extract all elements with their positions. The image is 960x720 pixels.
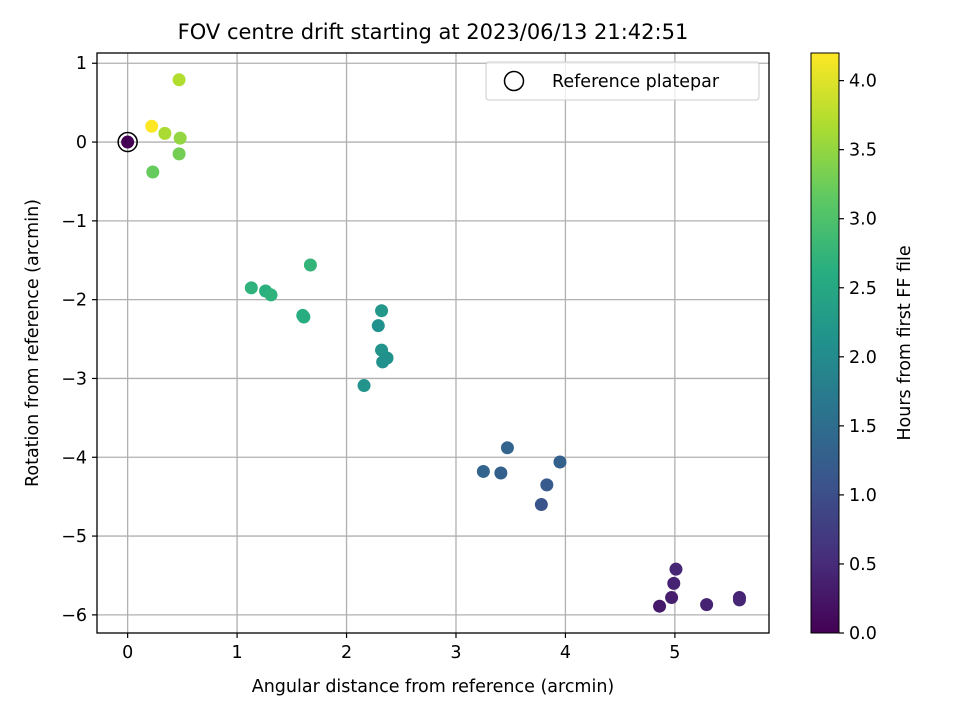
colorbar-label: Hours from first FF file [895, 245, 915, 440]
scatter-point [500, 441, 514, 455]
x-tick-label: 4 [560, 643, 571, 663]
scatter-point [732, 593, 746, 607]
x-axis-label: Angular distance from reference (arcmin) [252, 677, 615, 697]
y-tick-label: −3 [61, 369, 87, 389]
chart-title: FOV centre drift starting at 2023/06/13 … [178, 20, 689, 44]
colorbar-tick-label: 3.0 [849, 210, 877, 230]
plot-frame [96, 52, 770, 634]
colorbar-ticks: 0.0 0.5 1.0 1.5 2.0 2.5 3.0 3.5 4.0 [839, 72, 877, 644]
scatter-point [357, 379, 371, 393]
legend-marker [503, 70, 525, 92]
scatter-point [264, 288, 278, 302]
x-tick-label: 0 [122, 643, 133, 663]
scatter-point [172, 73, 186, 87]
y-axis-ticks: 1 0 −1 −2 −3 −4 −5 −6 [61, 54, 97, 626]
colorbar-tick-label: 0.0 [849, 624, 877, 644]
scatter-point [534, 498, 548, 512]
y-tick-label: −2 [61, 291, 87, 311]
scatter-points [117, 73, 746, 613]
scatter-point [172, 147, 186, 161]
y-tick-label: −4 [61, 448, 87, 468]
scatter-point [665, 591, 679, 605]
scatter-point [297, 310, 311, 324]
x-tick-label: 5 [669, 643, 680, 663]
scatter-point [173, 131, 187, 145]
y-tick-label: 1 [76, 54, 87, 74]
scatter-point [700, 598, 714, 612]
scatter-point [375, 304, 389, 318]
scatter-point [653, 599, 667, 613]
y-tick-label: −6 [61, 606, 87, 626]
y-tick-label: −1 [61, 212, 87, 232]
scatter-point [540, 478, 554, 492]
colorbar-tick-label: 4.0 [849, 72, 877, 92]
colorbar-tick-label: 0.5 [849, 555, 877, 575]
colorbar-tick-label: 3.5 [849, 141, 877, 161]
legend-label: Reference platepar [552, 72, 720, 92]
scatter-point [146, 165, 160, 179]
scatter-point [145, 119, 159, 133]
legend-box [485, 61, 760, 101]
colorbar-tick-label: 1.0 [849, 486, 877, 506]
colorbar-tick-label: 2.5 [849, 279, 877, 299]
scatter-point [244, 281, 258, 295]
grid-lines [97, 53, 769, 633]
scatter-point [669, 562, 683, 576]
colorbar-tick-label: 2.0 [849, 348, 877, 368]
reference-marker [117, 131, 138, 153]
scatter-point [303, 258, 317, 272]
scatter-point [158, 126, 172, 140]
scatter-point [553, 455, 567, 469]
x-axis-ticks: 0 1 2 3 4 5 [122, 633, 680, 663]
x-tick-label: 1 [232, 643, 243, 663]
x-tick-label: 2 [341, 643, 352, 663]
colorbar-tick-label: 1.5 [849, 417, 877, 437]
scatter-point [476, 464, 490, 478]
scatter-point [380, 351, 394, 365]
legend: Reference platepar [485, 61, 760, 101]
y-tick-label: 0 [76, 133, 87, 153]
scatter-point [667, 576, 681, 590]
scatter-point [121, 135, 135, 149]
y-axis-label: Rotation from reference (arcmin) [23, 199, 43, 487]
scatter-point [371, 319, 385, 333]
x-tick-label: 3 [450, 643, 461, 663]
colorbar-gradient [810, 52, 840, 634]
scatter-point [494, 466, 508, 480]
y-tick-label: −5 [61, 527, 87, 547]
